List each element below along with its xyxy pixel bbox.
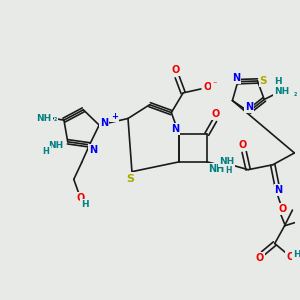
Text: N: N	[100, 118, 108, 128]
Text: ₂: ₂	[54, 114, 58, 123]
Text: NH: NH	[48, 141, 64, 150]
Text: ₂: ₂	[294, 88, 297, 98]
Text: O: O	[278, 204, 287, 214]
Text: O: O	[76, 193, 85, 203]
Text: O: O	[286, 252, 295, 262]
Text: O: O	[171, 65, 179, 75]
Text: O: O	[256, 253, 264, 263]
Text: N: N	[245, 102, 253, 112]
Text: O: O	[212, 109, 220, 118]
Text: N: N	[171, 124, 179, 134]
Text: H: H	[225, 166, 232, 175]
Text: H: H	[43, 147, 50, 156]
Text: NH: NH	[219, 157, 234, 166]
Text: H: H	[294, 250, 300, 259]
Text: O: O	[238, 140, 246, 150]
Text: N: N	[89, 145, 98, 155]
Text: NH: NH	[208, 164, 225, 174]
Text: H: H	[81, 200, 88, 209]
Text: +: +	[111, 112, 118, 121]
Text: S: S	[260, 76, 267, 86]
Text: N: N	[274, 185, 283, 195]
Text: O: O	[204, 82, 212, 92]
Text: NH: NH	[37, 114, 52, 123]
Text: S: S	[126, 174, 134, 184]
Text: N: N	[232, 73, 240, 83]
Text: H: H	[274, 77, 282, 86]
Text: ⁻: ⁻	[212, 80, 217, 88]
Text: NH: NH	[274, 87, 289, 96]
